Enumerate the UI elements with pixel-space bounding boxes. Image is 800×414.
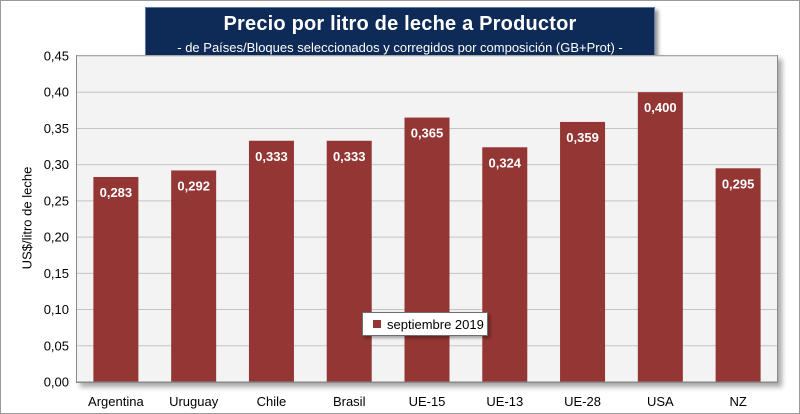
x-tick-label: Chile <box>257 394 287 409</box>
legend-label: septiembre 2019 <box>387 316 484 332</box>
y-tick-label: 0,20 <box>44 230 69 245</box>
y-axis-label: US$/litro de leche <box>19 166 35 270</box>
chart-title-box: Precio por litro de leche a Productor - … <box>145 7 655 64</box>
y-tick-label: 0,35 <box>44 121 69 136</box>
data-label: 0,283 <box>100 185 133 200</box>
bar <box>482 147 528 382</box>
data-label: 0,333 <box>255 149 288 164</box>
data-label: 0,333 <box>333 149 366 164</box>
x-tick-label: UE-15 <box>409 394 446 409</box>
x-tick-label: NZ <box>729 394 746 409</box>
legend-swatch <box>373 320 381 328</box>
x-tick-label: UE-28 <box>564 394 601 409</box>
data-label: 0,295 <box>722 176 755 191</box>
y-tick-label: 0,30 <box>44 157 69 172</box>
bar <box>93 176 139 382</box>
bar <box>404 117 450 383</box>
bar <box>637 92 683 382</box>
x-tick-label: UE-13 <box>486 394 523 409</box>
y-tick-label: 0,45 <box>44 49 69 64</box>
y-tick-label: 0,00 <box>44 375 69 390</box>
y-tick-label: 0,25 <box>44 193 69 208</box>
x-tick-label: Uruguay <box>169 394 219 409</box>
bar <box>248 140 294 382</box>
x-tick-label: USA <box>647 394 674 409</box>
y-tick-label: 0,05 <box>44 338 69 353</box>
y-tick-label: 0,15 <box>44 266 69 281</box>
chart-title: Precio por litro de leche a Productor <box>223 13 577 35</box>
bar <box>715 168 761 382</box>
chart-subtitle: - de Países/Bloques seleccionados y corr… <box>177 40 623 55</box>
bar <box>326 140 372 382</box>
x-tick-label: Brasil <box>333 394 366 409</box>
x-tick-label: Argentina <box>88 394 144 409</box>
data-label: 0,292 <box>177 178 210 193</box>
bar <box>171 170 217 382</box>
data-label: 0,400 <box>644 100 677 115</box>
data-label: 0,324 <box>489 155 522 170</box>
data-label: 0,365 <box>411 126 444 141</box>
data-label: 0,359 <box>566 130 599 145</box>
bar <box>560 121 606 383</box>
legend: septiembre 2019 <box>362 312 488 336</box>
y-tick-label: 0,10 <box>44 302 69 317</box>
y-tick-label: 0,40 <box>44 85 69 100</box>
